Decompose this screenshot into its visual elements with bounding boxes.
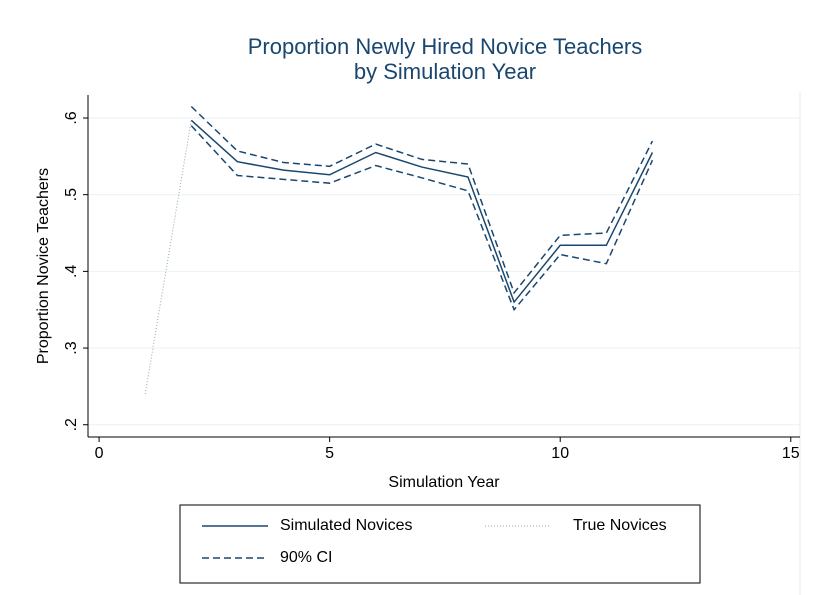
y-axis-label: Proportion Novice Teachers [35,168,52,364]
x-tick-label: 5 [325,445,334,462]
y-tick-label: .4 [63,265,80,278]
legend-box [179,504,701,584]
series-line [190,125,654,312]
x-tick-label: 0 [95,445,104,462]
legend-label: 90% CI [280,549,332,566]
series-line [190,119,654,304]
series-line [144,120,192,395]
x-axis-label: Simulation Year [388,474,500,491]
y-tick-label: .2 [63,418,80,431]
x-tick-label: 10 [551,445,569,462]
series-line [190,105,654,295]
y-tick-label: .3 [63,341,80,354]
chart-title: Proportion Newly Hired Novice Teachers [248,34,643,59]
legend-label: Simulated Novices [280,517,413,534]
x-tick-label: 15 [782,445,800,462]
y-tick-label: .6 [63,111,80,124]
y-tick-label: .5 [63,188,80,201]
legend-label: True Novices [573,517,667,534]
chart-subtitle: by Simulation Year [354,59,536,84]
